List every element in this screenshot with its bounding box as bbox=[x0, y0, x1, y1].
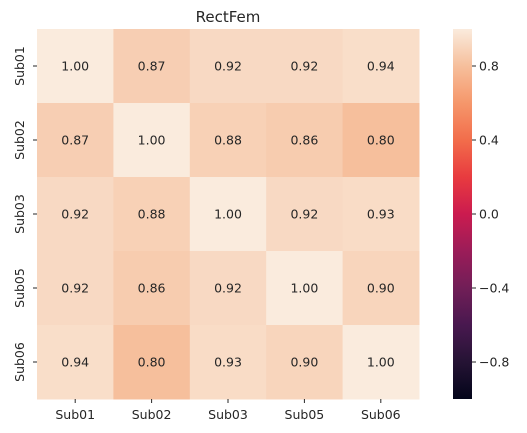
cell-value-label: 0.80 bbox=[138, 355, 166, 370]
y-tick-label: Sub03 bbox=[12, 194, 27, 234]
cell-value-label: 0.88 bbox=[214, 133, 242, 148]
heatmap-cell bbox=[113, 177, 191, 252]
heatmap-cell bbox=[37, 177, 114, 252]
cell-value-label: 0.93 bbox=[367, 207, 395, 222]
heatmap-cell bbox=[342, 251, 420, 326]
x-tick-label: Sub06 bbox=[361, 407, 401, 422]
y-tick-label: Sub02 bbox=[12, 120, 27, 160]
colorbar-tick-label: −0.8 bbox=[479, 355, 509, 370]
x-tick-label: Sub03 bbox=[208, 407, 248, 422]
x-tick-label: Sub01 bbox=[55, 407, 95, 422]
cell-value-label: 0.88 bbox=[138, 207, 166, 222]
heatmap-cell bbox=[113, 251, 191, 326]
heatmap-cell bbox=[266, 325, 344, 400]
heatmap-cell bbox=[342, 29, 420, 104]
cell-value-label: 0.92 bbox=[290, 207, 318, 222]
y-tick-label: Sub01 bbox=[12, 46, 27, 86]
cell-value-label: 0.80 bbox=[367, 133, 395, 148]
heatmap-cell bbox=[266, 251, 344, 326]
heatmap-cell bbox=[342, 325, 420, 400]
cell-value-label: 0.94 bbox=[61, 355, 89, 370]
heatmap-cell bbox=[266, 177, 344, 252]
colorbar-gradient bbox=[453, 29, 472, 399]
cell-value-label: 0.92 bbox=[290, 59, 318, 74]
heatmap-cell bbox=[342, 177, 420, 252]
x-axis: Sub01 Sub02 Sub03 Sub05 Sub06 bbox=[55, 399, 401, 422]
heatmap-cells bbox=[37, 29, 420, 400]
cell-value-label: 0.90 bbox=[290, 355, 318, 370]
cell-value-label: 0.92 bbox=[61, 281, 89, 296]
heatmap-cell bbox=[113, 103, 191, 178]
cell-value-label: 0.87 bbox=[61, 133, 89, 148]
colorbar-tick-label: 0.8 bbox=[479, 59, 499, 74]
heatmap-cell bbox=[37, 29, 114, 104]
heatmap-cell bbox=[189, 177, 267, 252]
cell-value-label: 1.00 bbox=[138, 133, 166, 148]
y-axis: Sub01 Sub02 Sub03 Sub05 Sub06 bbox=[12, 46, 37, 382]
heatmap-cell bbox=[342, 103, 420, 178]
colorbar-tick-label: −0.4 bbox=[479, 281, 509, 296]
cell-value-label: 0.86 bbox=[138, 281, 166, 296]
chart-title: RectFem bbox=[196, 8, 261, 26]
heatmap-cell bbox=[189, 29, 267, 104]
heatmap-cell bbox=[37, 251, 114, 326]
heatmap-cell bbox=[189, 325, 267, 400]
x-tick-label: Sub02 bbox=[132, 407, 172, 422]
heatmap-cell-labels: 1.00 0.87 0.92 0.92 0.94 0.87 1.00 0.88 0.86 0.80… bbox=[61, 59, 394, 370]
heatmap-cell bbox=[266, 29, 344, 104]
cell-value-label: 1.00 bbox=[214, 207, 242, 222]
cell-value-label: 0.87 bbox=[138, 59, 166, 74]
heatmap-cell bbox=[37, 103, 114, 178]
heatmap-cell bbox=[266, 103, 344, 178]
colorbar-tick-label: 0.4 bbox=[479, 133, 499, 148]
colorbar-tick-label: 0.0 bbox=[479, 207, 499, 222]
cell-value-label: 0.92 bbox=[214, 281, 242, 296]
cell-value-label: 1.00 bbox=[61, 59, 89, 74]
heatmap-cell bbox=[113, 29, 191, 104]
cell-value-label: 1.00 bbox=[367, 355, 395, 370]
colorbar: 0.8 0.4 0.0 −0.4 −0.8 bbox=[453, 29, 509, 399]
heatmap-cell bbox=[189, 103, 267, 178]
cell-value-label: 0.92 bbox=[214, 59, 242, 74]
heatmap-cell bbox=[113, 325, 191, 400]
y-tick-label: Sub06 bbox=[12, 342, 27, 382]
cell-value-label: 0.90 bbox=[367, 281, 395, 296]
x-tick-label: Sub05 bbox=[285, 407, 325, 422]
cell-value-label: 0.94 bbox=[367, 59, 395, 74]
cell-value-label: 0.86 bbox=[290, 133, 318, 148]
cell-value-label: 0.93 bbox=[214, 355, 242, 370]
heatmap-cell bbox=[37, 325, 114, 400]
cell-value-label: 1.00 bbox=[290, 281, 318, 296]
y-tick-label: Sub05 bbox=[12, 268, 27, 308]
cell-value-label: 0.92 bbox=[61, 207, 89, 222]
heatmap-cell bbox=[189, 251, 267, 326]
